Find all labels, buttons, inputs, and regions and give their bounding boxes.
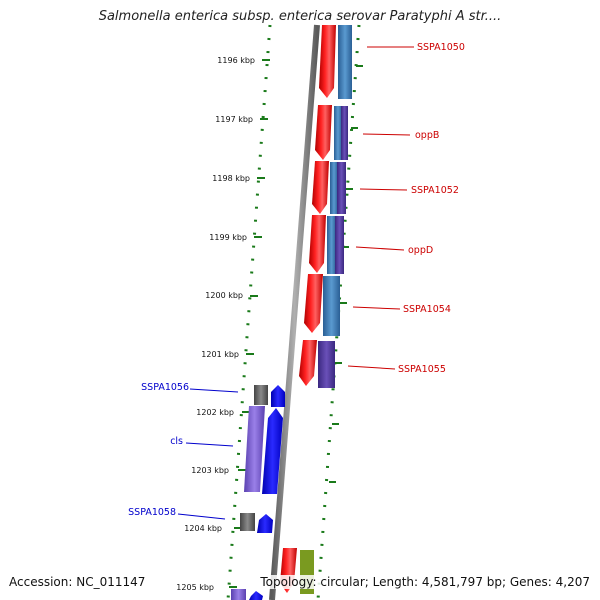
scale-label: 1200 kbp xyxy=(205,291,243,300)
genome-backbone xyxy=(269,24,320,600)
genome-summary-text: Topology: circular; Length: 4,581,797 bp… xyxy=(260,575,590,589)
gene-label-right[interactable]: SSPA1052 xyxy=(411,185,459,196)
gene-block[interactable] xyxy=(330,162,338,214)
scale-label: 1203 kbp xyxy=(191,466,229,475)
gene-block[interactable] xyxy=(231,589,246,600)
scale-label: 1197 kbp xyxy=(215,115,253,124)
gene-label-right[interactable]: SSPA1054 xyxy=(403,304,451,315)
forward-genes xyxy=(280,25,336,593)
scale-label: 1204 kbp xyxy=(184,524,222,533)
accession-text: Accession: NC_011147 xyxy=(9,575,146,589)
gene-label-right[interactable]: oppD xyxy=(408,245,433,256)
scale-label: 1205 kbp xyxy=(176,583,214,592)
gene-arrow[interactable] xyxy=(304,274,323,333)
gene-arrow[interactable] xyxy=(249,591,263,600)
gene-arrow[interactable] xyxy=(309,215,326,273)
gene-arrow[interactable] xyxy=(299,340,317,386)
gene-label-right[interactable]: oppB xyxy=(415,130,439,141)
gene-block[interactable] xyxy=(254,385,268,405)
gene-block[interactable] xyxy=(327,216,336,274)
left-label-leaders xyxy=(177,388,239,520)
gene-block[interactable] xyxy=(318,341,335,388)
scale-label: 1202 kbp xyxy=(196,408,234,417)
gene-arrow[interactable] xyxy=(271,385,285,407)
gene-label-left[interactable]: SSPA1056 xyxy=(141,382,189,393)
gene-arrow[interactable] xyxy=(262,408,283,494)
scale-label: 1201 kbp xyxy=(201,350,239,359)
gene-arrow[interactable] xyxy=(257,514,273,533)
gene-label-left[interactable]: SSPA1058 xyxy=(128,507,176,518)
gene-label-right[interactable]: SSPA1050 xyxy=(417,42,465,53)
scale-label: 1198 kbp xyxy=(212,174,250,183)
gene-label-left[interactable]: cls xyxy=(170,436,183,447)
right-label-leaders xyxy=(347,46,414,370)
scale-label: 1199 kbp xyxy=(209,233,247,242)
gene-label-right[interactable]: SSPA1055 xyxy=(398,364,446,375)
outer-ring-ticks xyxy=(329,65,363,483)
left-genes xyxy=(231,385,285,600)
gene-arrow[interactable] xyxy=(319,25,336,98)
gene-block[interactable] xyxy=(334,106,342,160)
genome-title: Salmonella enterica subsp. enterica sero… xyxy=(98,9,502,24)
scale-ticks xyxy=(229,59,270,588)
scale-label: 1196 kbp xyxy=(217,56,255,65)
gene-arrow[interactable] xyxy=(244,406,265,492)
gene-block[interactable] xyxy=(240,513,255,531)
gene-block[interactable] xyxy=(335,216,344,274)
gene-arrow[interactable] xyxy=(315,105,332,160)
gene-block[interactable] xyxy=(323,276,340,336)
gene-block[interactable] xyxy=(341,106,348,160)
gene-block[interactable] xyxy=(337,162,346,214)
gene-block[interactable] xyxy=(338,25,352,99)
gene-arrow[interactable] xyxy=(312,161,329,214)
